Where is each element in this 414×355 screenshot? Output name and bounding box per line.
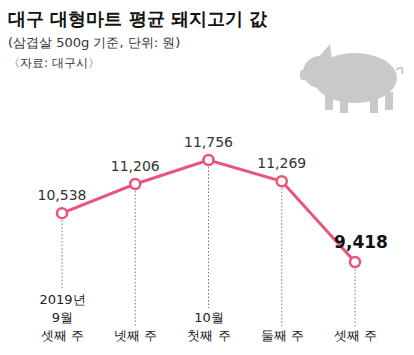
title: 대구 대형마트 평균 돼지고기 값 [8,8,268,29]
tick: 둘째 주 [261,328,304,343]
tick-label: 넷째 주 [114,328,157,343]
tick: 넷째 주 [114,328,157,343]
data-labels: 10,538 11,206 11,756 11,269 9,418 [38,134,388,252]
marker [277,176,287,186]
marker [130,179,140,189]
x-axis: 2019년9월셋째 주넷째 주10월첫째 주둘째 주셋째 주 [39,292,377,343]
tick: 10월첫째 주 [187,310,230,343]
data-label: 11,206 [111,158,160,174]
tick-label-line: 9월 [52,310,73,325]
marker [57,208,67,218]
tick-label-line: 10월 [194,310,224,325]
pig-leg [370,95,378,113]
data-label: 11,756 [184,134,233,150]
pig-icon [300,44,402,113]
tick-label-line: 넷째 주 [114,328,157,343]
marks [57,155,360,267]
pig-snout [300,70,310,80]
pig-leg [385,92,393,110]
subtitle: (삼겹살 500g 기준, 단위: 원) [8,35,180,50]
drop-line [62,213,63,290]
data-label: 9,418 [334,232,388,252]
tick-label-line: 둘째 주 [261,328,304,343]
drop-lines [62,160,355,326]
tick-label-line: 셋째 주 [334,328,377,343]
pig-ear [318,44,332,60]
drop-line [355,262,356,326]
pig-tail [396,68,402,74]
drop-line [208,160,209,308]
tick-label: 둘째 주 [261,328,304,343]
series-line [62,160,355,262]
pig-leg [325,92,333,110]
tick-label: 10월첫째 주 [187,310,230,343]
pig-leg [340,95,348,113]
tick: 셋째 주 [334,328,377,343]
chart: 대구 대형마트 평균 돼지고기 값 (삼겹살 500g 기준, 단위: 원) 〈자료… [0,0,414,355]
tick-label: 2019년 9월셋째 주 [39,292,85,343]
tick-label-line: 2019년 [39,292,85,307]
marker [350,257,360,267]
marker [204,155,214,165]
drop-line [135,184,136,326]
data-label: 10,538 [38,187,87,203]
tick-label: 셋째 주 [334,328,377,343]
data-label: 11,269 [257,155,306,171]
source: 〈자료: 대구시〉 [8,56,100,70]
drop-line [281,181,282,326]
tick: 2019년 9월셋째 주 [39,292,85,343]
tick-label-line: 첫째 주 [187,328,230,343]
tick-label-line: 셋째 주 [41,328,84,343]
